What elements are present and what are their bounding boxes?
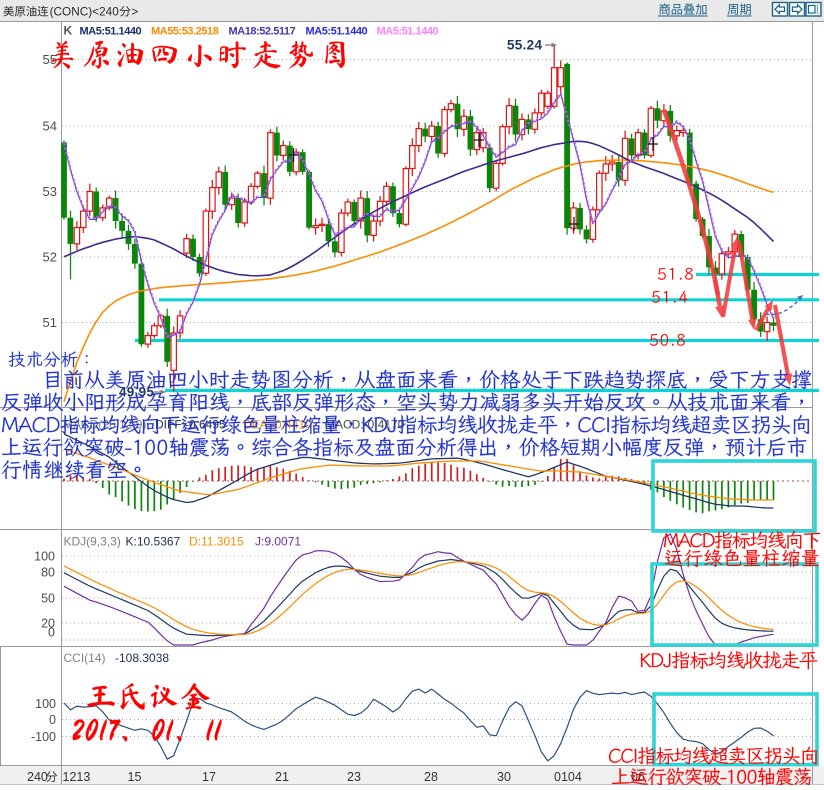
svg-text:52: 52 — [43, 250, 57, 265]
svg-text:23: 23 — [347, 770, 361, 784]
svg-text:-100: -100 — [31, 730, 56, 744]
svg-text:>: > — [131, 5, 138, 19]
svg-text:49.95: 49.95 — [119, 385, 154, 400]
svg-text:MA55:53.2518: MA55:53.2518 — [151, 26, 219, 38]
svg-text:240: 240 — [27, 770, 48, 784]
svg-text:20: 20 — [41, 617, 55, 631]
svg-text:DIFF:-0.6495: DIFF:-0.6495 — [155, 418, 226, 432]
svg-text:D:11.3015: D:11.3015 — [189, 535, 244, 549]
svg-text:J:9.0071: J:9.0071 — [255, 535, 301, 549]
svg-text:MA5:51.1440: MA5:51.1440 — [306, 26, 368, 38]
svg-text:(CONC)<240: (CONC)<240 — [50, 5, 120, 19]
svg-text:55: 55 — [43, 52, 57, 67]
svg-text:50: 50 — [41, 592, 55, 606]
svg-text:51: 51 — [43, 315, 57, 330]
svg-text:1213: 1213 — [63, 770, 91, 784]
svg-text:KDJ(9,3,3): KDJ(9,3,3) — [64, 535, 121, 549]
svg-text:-108.3038: -108.3038 — [115, 651, 169, 665]
svg-text:0104: 0104 — [554, 770, 582, 784]
svg-text:K: K — [64, 24, 73, 38]
svg-text:80: 80 — [41, 566, 55, 580]
svg-text:21: 21 — [275, 770, 289, 784]
svg-text:30: 30 — [497, 770, 511, 784]
svg-text:0: 0 — [49, 713, 56, 727]
svg-text:MA18:52.5117: MA18:52.5117 — [229, 26, 296, 38]
svg-text:15: 15 — [128, 770, 142, 784]
svg-text:CCI(14): CCI(14) — [64, 651, 106, 665]
svg-text:54: 54 — [43, 119, 57, 134]
svg-text:17: 17 — [202, 770, 216, 784]
svg-text:100: 100 — [34, 550, 55, 564]
svg-text:K:10.5367: K:10.5367 — [126, 535, 181, 549]
svg-text:53: 53 — [43, 184, 57, 199]
svg-text:0: 0 — [48, 626, 55, 640]
svg-text:28: 28 — [424, 770, 438, 784]
svg-text:100: 100 — [35, 697, 56, 711]
svg-text:MA5:51.1440: MA5:51.1440 — [377, 26, 439, 38]
svg-text:55.24: 55.24 — [507, 38, 542, 53]
svg-text:MA5:51.1440: MA5:51.1440 — [80, 26, 142, 38]
